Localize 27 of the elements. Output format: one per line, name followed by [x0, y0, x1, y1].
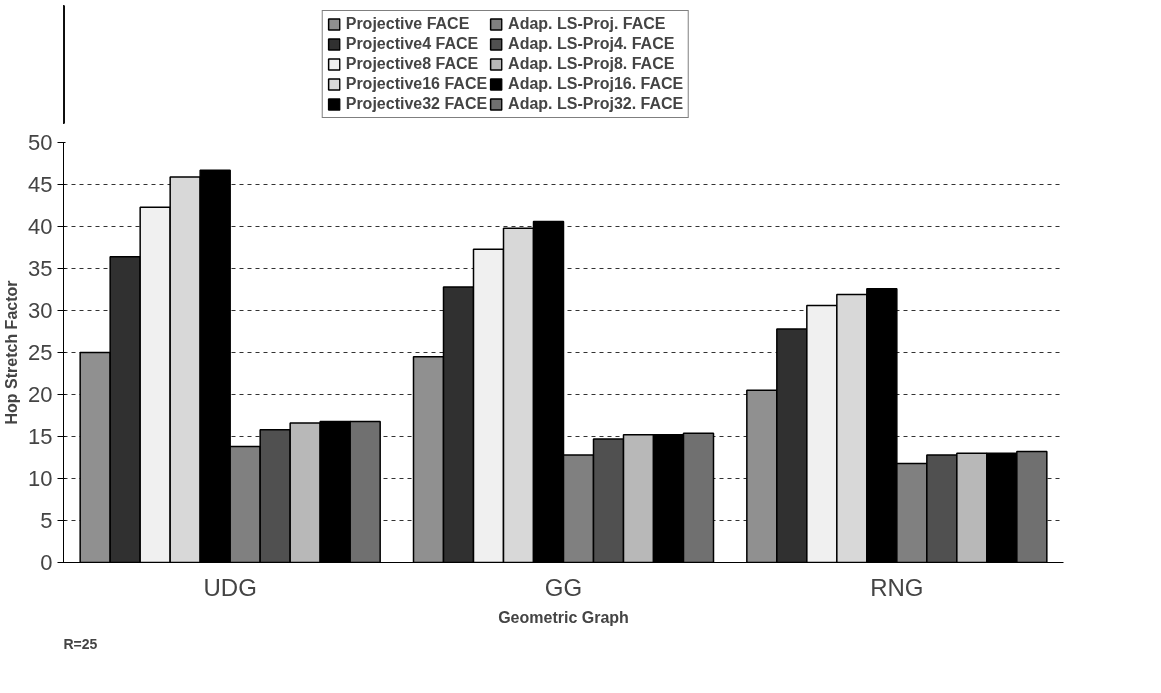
legend-label: Adap. LS-Proj16. FACE [508, 75, 684, 93]
text: R=25 [63, 635, 98, 652]
y-tick-label: 15 [28, 424, 53, 449]
x-tick-label: UDG [203, 573, 257, 601]
y-tick-label: 25 [28, 340, 53, 365]
legend-label: Projective16 FACE [345, 75, 488, 93]
legend-label: Projective32 FACE [345, 95, 488, 113]
legend-label: Projective4 FACE [345, 35, 479, 53]
y-tick-label: 30 [28, 298, 53, 323]
y-tick-label: 45 [28, 172, 53, 197]
x-axis-title: Geometric Graph [498, 608, 629, 626]
x-tick-label: RNG [870, 573, 924, 601]
y-tick-label: 50 [28, 130, 53, 155]
y-axis-title: Hop Stretch Factor [3, 280, 21, 425]
legend-label: Projective8 FACE [345, 55, 479, 73]
y-tick-label: 20 [28, 382, 53, 407]
legend-label: Adap. LS-Proj32. FACE [508, 95, 684, 113]
legend-label: Adap. LS-Proj4. FACE [508, 35, 675, 53]
legend-label: Adap. LS-Proj8. FACE [508, 55, 675, 73]
y-tick-label: 5 [40, 508, 53, 533]
y-tick-label: 0 [40, 550, 53, 575]
x-tick-label: GG [544, 573, 583, 601]
y-tick-label: 40 [28, 214, 53, 239]
y-tick-label: 10 [28, 466, 53, 491]
legend-label: Adap. LS-Proj. FACE [508, 15, 666, 33]
legend-label: Projective FACE [345, 15, 470, 33]
y-tick-label: 35 [28, 256, 53, 281]
